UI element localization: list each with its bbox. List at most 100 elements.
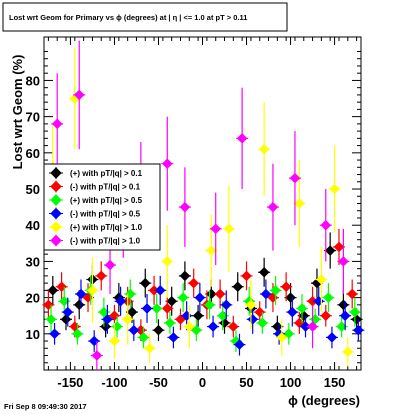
data-point <box>236 132 248 144</box>
data-point <box>72 328 83 340</box>
data-point <box>87 285 98 296</box>
data-point <box>210 223 222 235</box>
data-point <box>346 288 358 300</box>
data-point <box>122 313 134 325</box>
data-series <box>42 40 365 370</box>
legend-marker <box>50 167 62 179</box>
y-tick-label: 40 <box>26 218 40 233</box>
data-point <box>267 201 279 213</box>
legend: (+) with pT/|q| > 0.1 (-) with pT/|q| > 0… <box>43 163 161 251</box>
data-point <box>276 332 288 343</box>
series-1 <box>46 232 363 342</box>
legend-marker <box>50 234 62 247</box>
data-point <box>204 299 215 311</box>
x-tick-label: -150 <box>57 375 83 390</box>
data-point <box>102 313 113 325</box>
data-point <box>300 321 311 332</box>
data-point <box>205 245 217 256</box>
y-tick-label: 20 <box>26 291 40 306</box>
data-point <box>234 339 245 351</box>
data-point <box>353 324 364 336</box>
data-point <box>60 313 72 325</box>
data-point <box>342 346 354 358</box>
data-point <box>177 292 189 303</box>
data-point <box>245 299 257 311</box>
chart-title: Lost wrt Geom for Primary vs ϕ (degrees)… <box>9 13 247 22</box>
data-point <box>73 89 85 101</box>
data-point <box>183 321 195 332</box>
title-frame <box>2 2 288 32</box>
data-point <box>153 324 164 336</box>
data-point <box>62 306 74 318</box>
legend-label: (-) with pT/|q| > 1.0 <box>70 237 141 246</box>
data-point <box>179 270 191 282</box>
data-point <box>144 342 156 354</box>
data-point <box>338 256 349 267</box>
data-point <box>161 303 173 314</box>
y-tick-label: 30 <box>26 254 40 269</box>
data-point <box>194 292 206 303</box>
data-point <box>115 295 126 307</box>
y-tick-label: 60 <box>26 146 40 161</box>
data-point <box>205 288 217 300</box>
data-point <box>289 172 301 184</box>
data-point <box>179 201 191 213</box>
data-point <box>161 158 173 170</box>
data-point <box>164 317 176 329</box>
data-point <box>47 285 59 296</box>
data-point <box>188 277 200 289</box>
data-point <box>168 332 179 343</box>
data-point <box>161 256 173 267</box>
data-point <box>88 335 100 347</box>
data-point <box>298 310 310 322</box>
legend-marker <box>50 194 62 206</box>
data-point <box>271 321 283 332</box>
data-point <box>339 310 351 322</box>
data-point <box>154 285 166 296</box>
legend-marker <box>50 207 62 220</box>
data-point <box>241 270 252 282</box>
data-point <box>329 183 340 195</box>
data-point <box>351 313 362 325</box>
chart-title-box: Lost wrt Geom for Primary vs ϕ (degrees)… <box>2 2 288 32</box>
series-4 <box>48 275 365 356</box>
y-tick-label: 70 <box>26 110 40 125</box>
data-point <box>126 306 138 318</box>
legend-marker <box>50 180 62 193</box>
data-point <box>270 285 281 296</box>
x-tick-label: 0 <box>199 375 206 390</box>
data-point <box>207 321 219 332</box>
legend-label: (-) with pT/|q| > 0.5 <box>70 210 141 219</box>
data-point <box>73 299 85 311</box>
data-point <box>51 118 63 130</box>
legend-label: (+) with pT/|q| > 1.0 <box>70 223 143 232</box>
data-point <box>227 321 239 332</box>
footer-timestamp: Fri Sep 8 09:49:30 2017 <box>4 402 87 411</box>
data-point <box>286 306 298 318</box>
data-point <box>323 292 334 303</box>
data-point <box>95 270 107 282</box>
data-point <box>285 292 296 303</box>
data-point <box>283 328 295 340</box>
data-point <box>190 324 202 336</box>
series-2 <box>42 228 359 342</box>
data-point <box>192 310 204 322</box>
x-tick-label: 150 <box>324 375 346 390</box>
data-point <box>326 332 338 343</box>
y-tick-label: 50 <box>26 182 40 197</box>
x-tick-label: 50 <box>239 375 253 390</box>
y-tick-label: 10 <box>26 327 40 342</box>
x-tick-label: 100 <box>280 375 302 390</box>
data-point <box>139 277 151 289</box>
x-axis-label: ϕ (degrees) <box>288 393 360 408</box>
data-point <box>43 299 54 311</box>
legend-label: (+) with pT/|q| > 0.5 <box>70 196 143 205</box>
data-point <box>124 288 136 300</box>
data-point <box>316 274 327 285</box>
x-tick-label: -50 <box>149 375 168 390</box>
legend-label: (+) with pT/|q| > 0.1 <box>70 169 143 178</box>
data-point <box>247 313 259 325</box>
data-point <box>104 259 116 271</box>
